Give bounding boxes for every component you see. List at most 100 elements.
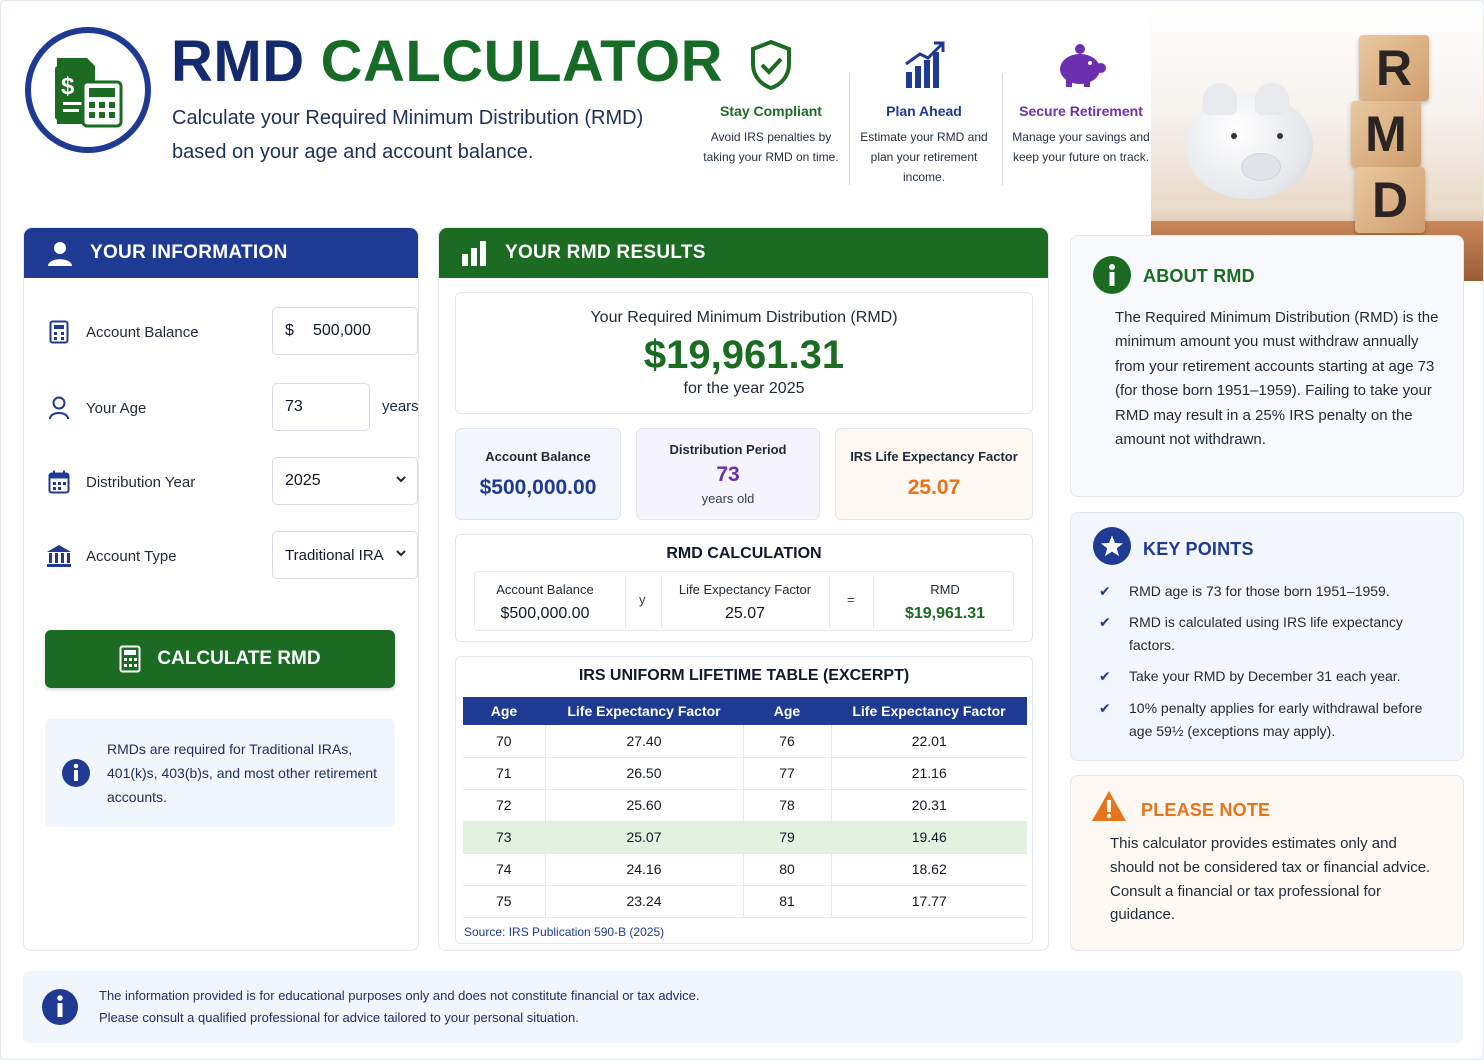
disclaimer-footer: The information provided is for educatio…: [23, 971, 1463, 1043]
page-title: RMD CALCULATOR: [171, 31, 723, 93]
calculator-icon: [46, 320, 72, 344]
field-label: Your Age: [86, 399, 147, 417]
column-header: Life Expectancy Factor: [831, 697, 1027, 725]
calc-key: Account Balance: [496, 582, 594, 597]
table-cell: 23.24: [545, 885, 744, 918]
table-cell: 73: [463, 821, 546, 854]
feature-secure-retirement: Secure Retirement Manage your savings an…: [1006, 37, 1156, 167]
calculate-rmd-button[interactable]: CALCULATE RMD: [45, 630, 395, 688]
table-cell: 80: [743, 853, 832, 886]
feature-title: Plan Ahead: [886, 103, 962, 119]
disclaimer-line: The information provided is for educatio…: [99, 988, 700, 1003]
feature-title: Stay Compliant: [720, 103, 822, 119]
calc-balance: Account Balance $500,000.00: [475, 572, 615, 632]
key-points-box: KEY POINTS ✔ RMD age is 73 for those born…: [1070, 512, 1464, 761]
info-icon: [61, 758, 91, 788]
table-row: 70 27.40 76 22.01: [463, 725, 1027, 758]
currency-symbol: $: [285, 322, 294, 339]
account-balance-value: 500,000: [313, 322, 371, 339]
calc-operator-multiply: y: [639, 592, 646, 607]
your-information-header: YOUR INFORMATION: [24, 228, 418, 278]
feature-text: Manage your savings and keep your future…: [1012, 130, 1150, 164]
table-row: 75 23.24 81 17.77: [463, 885, 1027, 918]
field-account-balance: Account Balance $ 500,000: [46, 307, 418, 357]
rmd-results-header: YOUR RMD RESULTS: [439, 228, 1048, 278]
key-points-title: KEY POINTS: [1143, 539, 1254, 559]
field-label: Distribution Year: [86, 473, 196, 491]
table-cell: 24.16: [545, 853, 744, 886]
stat-life-expectancy-factor: IRS Life Expectancy Factor 25.07: [835, 428, 1033, 520]
stat-value: 73: [716, 463, 740, 486]
calendar-icon: [46, 470, 72, 494]
table-cell: 79: [743, 821, 832, 854]
rmd-results-panel: YOUR RMD RESULTS Your Required Minimum D…: [438, 227, 1049, 951]
please-note-text: This calculator provides estimates only …: [1110, 835, 1431, 924]
feature-divider: [1002, 73, 1003, 185]
table-cell: 22.01: [831, 725, 1027, 758]
field-distribution-year: Distribution Year 2025: [46, 457, 418, 507]
stat-label: Distribution Period: [669, 442, 787, 457]
star-icon: [1093, 527, 1131, 565]
panel-title: YOUR RMD RESULTS: [505, 242, 706, 263]
panel-title: YOUR INFORMATION: [90, 242, 288, 263]
age-value: 73: [285, 398, 303, 415]
person-icon: [46, 396, 72, 420]
field-label: Account Balance: [86, 323, 199, 341]
stat-value: 25.07: [907, 476, 961, 499]
piggy-bank-icon: [1006, 37, 1156, 93]
table-cell: 72: [463, 789, 546, 822]
table-source: Source: IRS Publication 590-B (2025): [464, 925, 665, 939]
irs-uniform-lifetime-table: Age Life Expectancy Factor Age Life Expe…: [463, 697, 1027, 918]
age-input[interactable]: 73: [272, 383, 370, 431]
feature-plan-ahead: Plan Ahead Estimate your RMD and plan yo…: [849, 37, 999, 187]
table-cell: 20.31: [831, 789, 1027, 822]
stat-sub: years old: [701, 491, 755, 506]
account-balance-input[interactable]: $ 500,000: [272, 307, 418, 355]
calculate-button-label: CALCULATE RMD: [157, 648, 321, 669]
title-part-rmd: RMD: [171, 29, 305, 94]
table-cell: 76: [743, 725, 832, 758]
table-cell: 71: [463, 757, 546, 790]
chart-up-icon: [849, 37, 999, 93]
irs-table-box: IRS UNIFORM LIFETIME TABLE (EXCERPT) Age…: [455, 656, 1033, 944]
field-your-age: Your Age 73 years: [46, 383, 419, 433]
user-icon: [46, 239, 74, 267]
table-cell: 75: [463, 885, 546, 918]
info-icon: [41, 988, 79, 1026]
page-subtitle: Calculate your Required Minimum Distribu…: [172, 107, 644, 163]
table-cell: 26.50: [545, 757, 744, 790]
account-type-select[interactable]: Traditional IRA: [272, 531, 418, 579]
column-header: Life Expectancy Factor: [545, 697, 743, 725]
key-point-item: ✔ Take your RMD by December 31 each year.: [1099, 665, 1429, 688]
about-rmd-box: ABOUT RMD The Required Minimum Distribut…: [1070, 235, 1464, 497]
disclaimer-line: Please consult a qualified professional …: [99, 1010, 579, 1025]
table-cell: 81: [743, 885, 832, 918]
table-header-row: Age Life Expectancy Factor Age Life Expe…: [463, 697, 1027, 725]
table-row: 72 25.60 78 20.31: [463, 789, 1027, 822]
calc-factor: Life Expectancy Factor 25.07: [665, 572, 825, 632]
table-cell: 25.07: [545, 821, 744, 854]
feature-stay-compliant: Stay Compliant Avoid IRS penalties by ta…: [696, 37, 846, 167]
rmd-label: Your Required Minimum Distribution (RMD): [590, 309, 898, 326]
stat-distribution-period: Distribution Period 73 years old: [636, 428, 820, 520]
key-point-item: ✔ RMD is calculated using IRS life expect…: [1099, 611, 1429, 657]
please-note-box: PLEASE NOTE This calculator provides est…: [1070, 775, 1464, 951]
chevron-down-icon: [395, 472, 407, 490]
stat-value: $500,000.00: [479, 476, 597, 499]
checkmark-icon: ✔: [1099, 614, 1111, 630]
table-cell: 27.40: [545, 725, 744, 758]
irs-table-title: IRS UNIFORM LIFETIME TABLE (EXCERPT): [578, 667, 910, 684]
stat-label: Account Balance: [485, 449, 591, 464]
field-label: Account Type: [86, 547, 177, 565]
hero-block-d: D: [1355, 167, 1425, 233]
hero-block-r: R: [1359, 35, 1429, 101]
distribution-year-select[interactable]: 2025: [272, 457, 418, 505]
rmd-year: for the year 2025: [683, 380, 805, 397]
table-cell: 70: [463, 725, 546, 758]
piggy-bank-figure: [1185, 83, 1313, 199]
calc-operator-equals: =: [847, 592, 855, 607]
calculator-logo-icon: $: [25, 27, 151, 153]
table-cell: 25.60: [545, 789, 744, 822]
checkmark-icon: ✔: [1099, 583, 1111, 599]
svg-text:$: $: [61, 73, 75, 100]
